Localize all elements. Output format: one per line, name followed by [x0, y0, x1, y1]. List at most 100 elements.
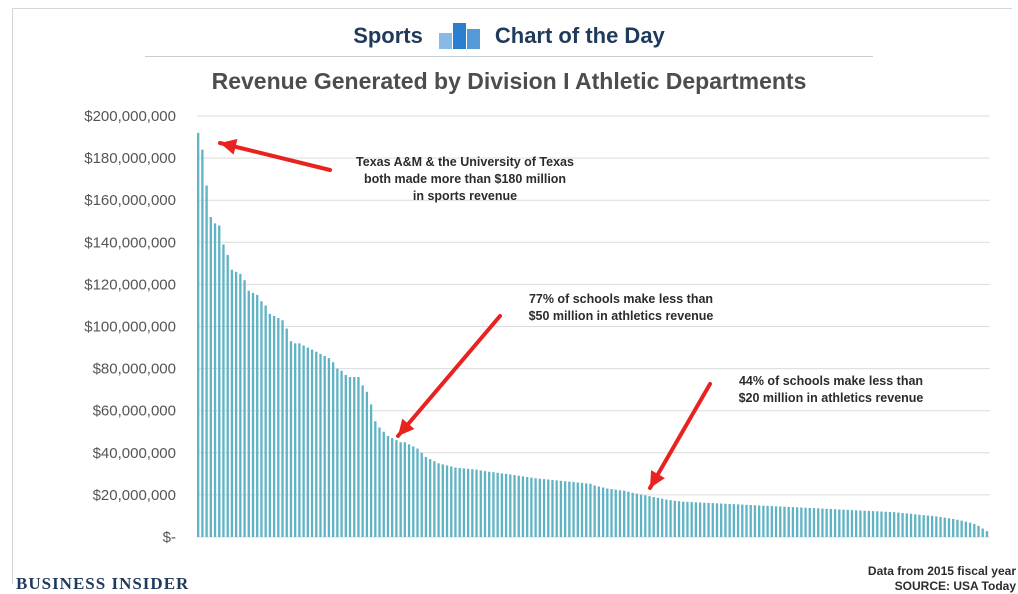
bar	[631, 492, 634, 537]
bar	[585, 483, 588, 537]
bar	[833, 509, 837, 537]
bar	[774, 506, 778, 537]
bar	[795, 507, 799, 537]
bar	[285, 328, 288, 537]
bar	[804, 507, 807, 537]
bar	[660, 498, 664, 537]
annotation-77-percent: 77% of schools make less than $50 millio…	[508, 291, 734, 325]
bar	[496, 472, 499, 537]
bar	[315, 351, 318, 537]
bar	[808, 507, 811, 537]
bar	[441, 464, 444, 537]
bar	[239, 273, 242, 538]
y-tick-label: $-	[163, 529, 176, 546]
bar	[846, 509, 849, 537]
bar	[762, 505, 765, 537]
bar	[251, 292, 255, 537]
bar	[644, 495, 647, 537]
annotation-top-line1: Texas A&M & the University of Texas	[356, 155, 574, 169]
bar	[597, 486, 601, 537]
bar	[568, 481, 571, 537]
bar	[901, 513, 904, 537]
bar	[829, 509, 833, 537]
bar	[656, 497, 660, 537]
bar	[842, 509, 845, 537]
bar	[707, 502, 710, 537]
bar	[884, 511, 887, 537]
bar	[479, 470, 482, 537]
bar	[610, 489, 613, 537]
bar	[319, 353, 322, 537]
bar	[850, 510, 854, 537]
annotation-arrow	[648, 382, 712, 490]
footnote-fiscal-year: Data from 2015 fiscal year	[867, 564, 1016, 578]
bar	[454, 467, 457, 537]
annotation-arrowhead	[220, 139, 238, 155]
bar	[416, 448, 419, 537]
bar	[458, 467, 461, 537]
bar	[462, 468, 466, 537]
bar	[471, 469, 474, 537]
bar	[703, 502, 706, 537]
annotation-arrow	[396, 314, 502, 438]
bar	[382, 431, 385, 537]
bar	[559, 480, 563, 537]
y-tick-label: $160,000,000	[84, 192, 176, 209]
bar	[331, 362, 335, 537]
bar	[648, 496, 651, 537]
bar	[665, 499, 668, 537]
footnote-source: SOURCE: USA Today	[894, 579, 1016, 593]
bar	[812, 508, 816, 537]
bar	[374, 421, 377, 537]
bar	[720, 503, 723, 537]
bar	[627, 491, 630, 537]
annotation-arrow	[218, 141, 332, 172]
bar	[526, 477, 529, 537]
y-tick-label: $60,000,000	[93, 403, 176, 420]
bar	[256, 294, 259, 537]
bar	[930, 515, 934, 537]
bar	[753, 505, 757, 537]
bar	[538, 478, 541, 537]
bar	[205, 185, 208, 537]
bar	[728, 503, 731, 537]
bar	[698, 502, 702, 537]
source-footnote: Data from 2015 fiscal year SOURCE: USA T…	[868, 564, 1016, 594]
bar	[694, 502, 698, 537]
bar	[652, 497, 655, 537]
bar	[783, 506, 786, 537]
bar	[336, 368, 339, 537]
bar	[243, 280, 246, 537]
bar	[576, 482, 579, 537]
y-tick-label: $20,000,000	[93, 487, 176, 504]
bar	[922, 515, 925, 537]
bar	[732, 504, 736, 537]
bar	[817, 508, 820, 537]
bar	[677, 501, 681, 537]
annotation-top-line3: in sports revenue	[412, 189, 518, 203]
annotation-77-line1: 77% of schools make less than	[528, 292, 714, 306]
bar	[715, 503, 719, 537]
annotation-top-line2: both made more than $180 million	[363, 172, 567, 186]
bar	[298, 343, 301, 537]
bar	[488, 471, 491, 537]
bar	[580, 482, 584, 537]
bar	[682, 501, 685, 537]
bar	[500, 473, 504, 537]
bar	[327, 358, 331, 537]
header-chart-of-day-label: Chart of the Day	[494, 23, 665, 48]
bar	[310, 349, 314, 537]
bar	[264, 305, 267, 537]
bar	[268, 313, 272, 537]
bar	[724, 503, 727, 537]
bar	[281, 320, 284, 537]
bar	[437, 463, 440, 537]
bar	[213, 223, 217, 538]
annotation-44-percent: 44% of schools make less than $20 millio…	[718, 373, 944, 407]
bar	[247, 290, 250, 537]
bar	[838, 509, 841, 537]
bar	[391, 438, 394, 537]
bar	[563, 481, 567, 537]
bar	[863, 510, 866, 537]
